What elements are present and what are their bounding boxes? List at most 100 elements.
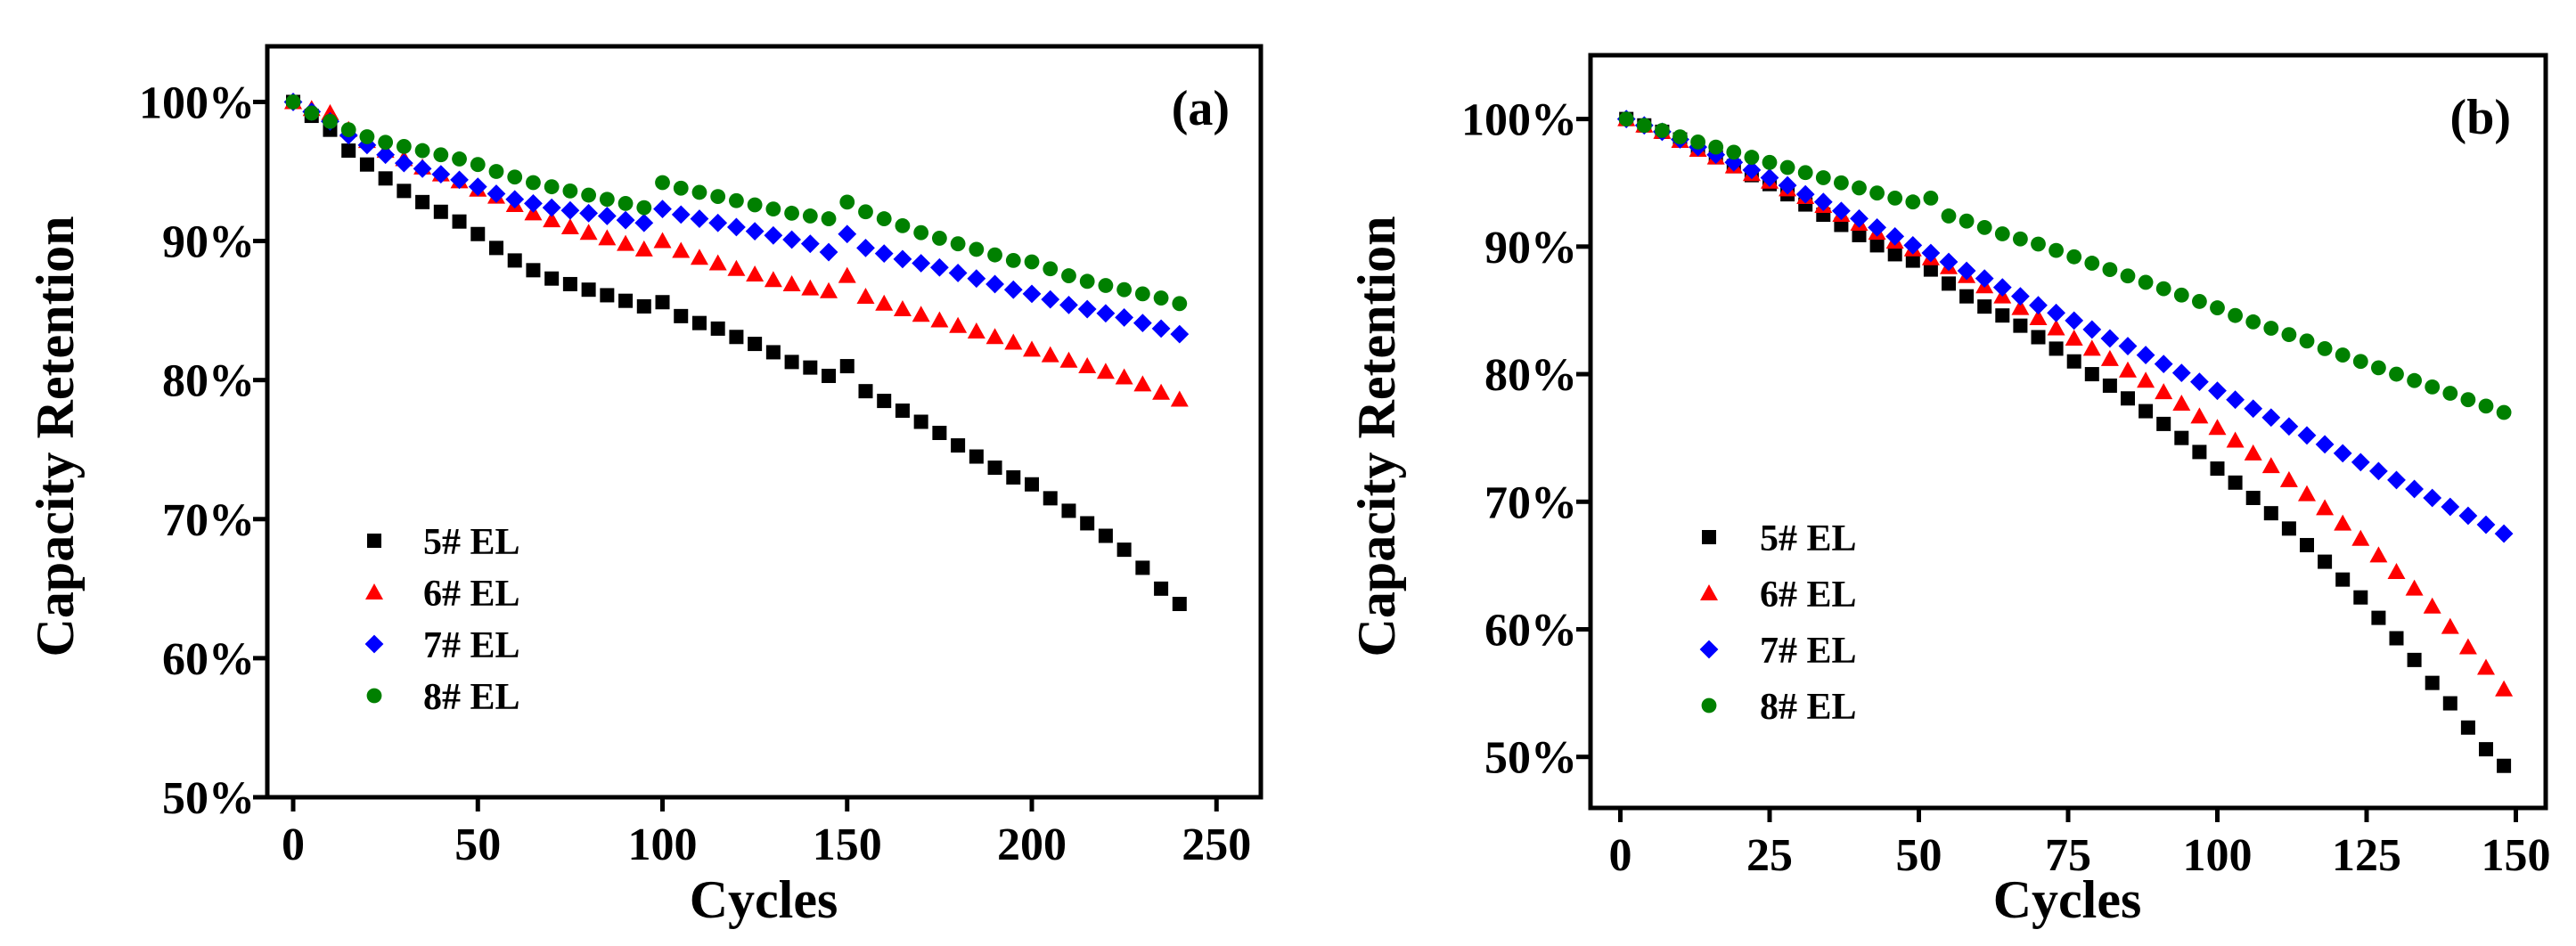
- y-axis-title-a: Capacity Retention: [26, 216, 85, 657]
- data-point: [2316, 499, 2335, 516]
- data-point: [2082, 339, 2101, 356]
- data-point: [1116, 542, 1132, 558]
- data-point: [1941, 208, 1957, 224]
- data-point: [359, 157, 374, 172]
- legend-label: 5# EL: [1760, 518, 1857, 559]
- data-point: [2210, 461, 2225, 477]
- data-point: [2494, 524, 2514, 543]
- data-point: [2298, 485, 2316, 502]
- data-point: [1868, 217, 1886, 237]
- data-point: [671, 205, 691, 224]
- data-point: [2121, 391, 2135, 406]
- data-point: [2049, 341, 2064, 356]
- data-point: [2389, 631, 2404, 646]
- data-point: [764, 271, 782, 288]
- y-tick-label: 70%: [1484, 477, 1577, 528]
- data-point: [526, 263, 541, 278]
- data-point: [1041, 346, 1059, 363]
- data-point: [1023, 340, 1042, 357]
- data-point: [2172, 394, 2191, 411]
- data-point: [1815, 170, 1831, 185]
- data-point: [782, 274, 801, 291]
- data-point: [2155, 383, 2173, 400]
- data-point: [1852, 180, 1867, 196]
- legend-label: 8# EL: [423, 677, 520, 718]
- data-point: [2371, 610, 2386, 625]
- data-point: [2210, 300, 2225, 315]
- data-point: [1006, 469, 1021, 485]
- data-point: [2335, 572, 2351, 587]
- data-point: [727, 217, 746, 237]
- data-point: [2049, 242, 2065, 258]
- chart-panel-a: 0 50 100 150 200 250 50% 60% 70% 80% 90% 100% 5# E…: [26, 44, 1263, 929]
- data-point: [2013, 231, 2028, 247]
- data-point: [2082, 320, 2102, 339]
- data-point: [1778, 175, 1797, 195]
- data-point: [1923, 191, 1939, 206]
- data-point: [617, 234, 635, 251]
- data-point: [2118, 337, 2138, 355]
- data-point: [801, 279, 820, 296]
- data-point: [507, 169, 523, 185]
- data-point: [597, 207, 617, 225]
- legend-label: 5# EL: [423, 522, 520, 563]
- y-tick-label: 60%: [162, 634, 255, 685]
- data-point: [1059, 295, 1078, 314]
- data-point: [1025, 477, 1040, 492]
- data-point: [581, 187, 597, 203]
- x-tick-label: 50: [1896, 830, 1942, 881]
- data-point: [1041, 290, 1060, 309]
- data-point: [930, 311, 949, 328]
- data-point: [2297, 426, 2317, 445]
- data-point: [616, 210, 635, 230]
- data-point: [1152, 383, 1171, 400]
- data-point: [1061, 503, 1076, 518]
- data-point: [729, 192, 744, 208]
- data-point: [747, 197, 763, 213]
- data-point: [1154, 581, 1169, 596]
- data-point: [803, 360, 818, 375]
- data-point: [1003, 280, 1023, 299]
- data-point: [1887, 247, 1902, 262]
- data-point: [1939, 252, 1959, 272]
- data-point: [895, 217, 911, 233]
- data-point: [929, 257, 949, 277]
- data-point: [1832, 201, 1851, 221]
- data-point: [1850, 208, 1869, 228]
- data-point: [2300, 537, 2314, 552]
- data-point: [488, 241, 503, 256]
- data-point: [821, 211, 837, 226]
- data-point: [745, 222, 765, 241]
- data-point: [470, 157, 486, 173]
- data-point: [1959, 289, 1975, 304]
- data-point: [2387, 563, 2406, 580]
- data-point: [673, 180, 689, 196]
- data-point: [1905, 194, 1921, 210]
- data-point: [672, 241, 691, 258]
- data-point: [2047, 319, 2065, 336]
- data-point: [822, 368, 837, 383]
- data-point: [2102, 262, 2118, 278]
- data-point: [1004, 333, 1023, 350]
- data-point: [341, 143, 356, 159]
- x-axis-title-a: Cycles: [690, 870, 838, 929]
- data-point: [748, 337, 763, 352]
- data-point: [839, 359, 855, 374]
- data-point: [765, 345, 781, 360]
- data-point: [1706, 145, 1726, 165]
- data-point: [950, 236, 966, 252]
- legend-label: 6# EL: [1760, 575, 1857, 616]
- data-point: [2190, 407, 2209, 424]
- panel-label-a: (a): [1172, 81, 1230, 136]
- chart-panel-b: 0 25 50 75 100 125 150 50% 60% 70% 80% 90% 100% 5# …: [1347, 53, 2551, 929]
- data-point: [2442, 696, 2457, 711]
- data-point: [2351, 453, 2370, 472]
- data-point: [1977, 299, 1992, 314]
- data-point: [931, 231, 947, 246]
- data-point: [949, 316, 968, 333]
- data-point: [674, 308, 689, 323]
- data-point: [2226, 390, 2245, 410]
- data-point: [1077, 299, 1097, 319]
- x-tick-label: 125: [2332, 830, 2401, 881]
- legend-marker: [1701, 697, 1717, 714]
